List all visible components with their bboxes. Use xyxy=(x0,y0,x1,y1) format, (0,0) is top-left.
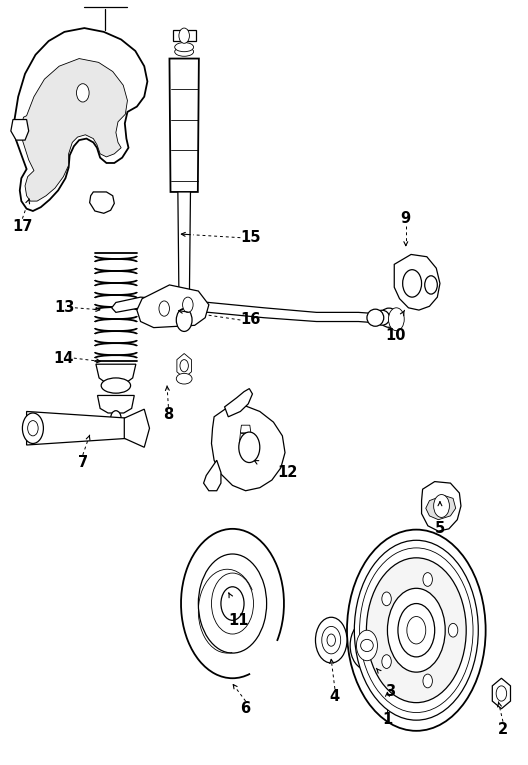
Circle shape xyxy=(179,28,190,44)
Text: 7: 7 xyxy=(78,455,88,470)
Polygon shape xyxy=(204,461,221,490)
Text: 15: 15 xyxy=(240,230,261,245)
Circle shape xyxy=(448,623,458,637)
Text: 9: 9 xyxy=(401,211,411,226)
Circle shape xyxy=(221,587,244,620)
Text: 10: 10 xyxy=(385,327,406,343)
Polygon shape xyxy=(224,389,252,417)
Text: 8: 8 xyxy=(163,407,174,422)
Circle shape xyxy=(423,674,432,688)
Circle shape xyxy=(382,592,391,606)
Polygon shape xyxy=(98,396,134,413)
Circle shape xyxy=(327,634,335,646)
Polygon shape xyxy=(96,364,136,383)
Circle shape xyxy=(388,588,445,672)
Polygon shape xyxy=(26,412,128,445)
Polygon shape xyxy=(177,353,192,378)
Polygon shape xyxy=(240,425,251,433)
Circle shape xyxy=(403,270,421,297)
Circle shape xyxy=(433,494,449,517)
Ellipse shape xyxy=(375,311,390,325)
Circle shape xyxy=(366,558,466,702)
Text: 11: 11 xyxy=(229,613,249,628)
Polygon shape xyxy=(239,434,252,444)
Polygon shape xyxy=(124,409,149,448)
Polygon shape xyxy=(14,28,147,211)
Circle shape xyxy=(389,308,404,330)
Polygon shape xyxy=(111,422,120,438)
Circle shape xyxy=(239,432,260,463)
Circle shape xyxy=(322,627,341,654)
Circle shape xyxy=(77,83,89,102)
Circle shape xyxy=(183,297,193,312)
Polygon shape xyxy=(169,59,199,192)
Circle shape xyxy=(425,276,437,294)
Polygon shape xyxy=(90,192,114,213)
Circle shape xyxy=(315,617,347,663)
Ellipse shape xyxy=(367,309,384,326)
Text: 14: 14 xyxy=(53,350,74,366)
Circle shape xyxy=(242,444,249,453)
Ellipse shape xyxy=(176,373,192,384)
Circle shape xyxy=(22,413,43,444)
Polygon shape xyxy=(173,31,196,41)
Circle shape xyxy=(350,621,384,670)
Polygon shape xyxy=(21,59,127,201)
Text: 5: 5 xyxy=(435,521,445,536)
Circle shape xyxy=(176,308,192,331)
Text: 16: 16 xyxy=(240,312,261,327)
Polygon shape xyxy=(171,295,197,310)
Circle shape xyxy=(407,617,426,644)
Polygon shape xyxy=(178,192,191,295)
Text: 12: 12 xyxy=(277,465,297,480)
Polygon shape xyxy=(212,405,285,490)
Polygon shape xyxy=(492,679,511,708)
Circle shape xyxy=(356,630,378,661)
Circle shape xyxy=(180,360,188,372)
Circle shape xyxy=(347,529,486,731)
Polygon shape xyxy=(112,297,395,323)
Polygon shape xyxy=(426,495,456,519)
Ellipse shape xyxy=(101,378,130,393)
Text: 17: 17 xyxy=(12,219,33,233)
Ellipse shape xyxy=(380,308,399,327)
Text: 6: 6 xyxy=(241,701,251,716)
Polygon shape xyxy=(137,285,209,327)
Polygon shape xyxy=(421,482,461,531)
Ellipse shape xyxy=(361,640,373,652)
Text: 1: 1 xyxy=(382,711,392,727)
Text: 4: 4 xyxy=(330,689,340,704)
Circle shape xyxy=(27,421,38,436)
Ellipse shape xyxy=(175,47,194,57)
Text: 3: 3 xyxy=(385,684,395,698)
Circle shape xyxy=(398,604,435,657)
Circle shape xyxy=(354,540,478,720)
Circle shape xyxy=(423,573,432,586)
Circle shape xyxy=(111,411,121,426)
Polygon shape xyxy=(394,255,440,310)
Circle shape xyxy=(159,301,169,316)
Text: 2: 2 xyxy=(498,721,508,737)
Circle shape xyxy=(496,686,507,701)
Ellipse shape xyxy=(175,43,194,52)
Polygon shape xyxy=(11,119,29,140)
Circle shape xyxy=(382,655,391,669)
Text: 13: 13 xyxy=(54,301,75,315)
